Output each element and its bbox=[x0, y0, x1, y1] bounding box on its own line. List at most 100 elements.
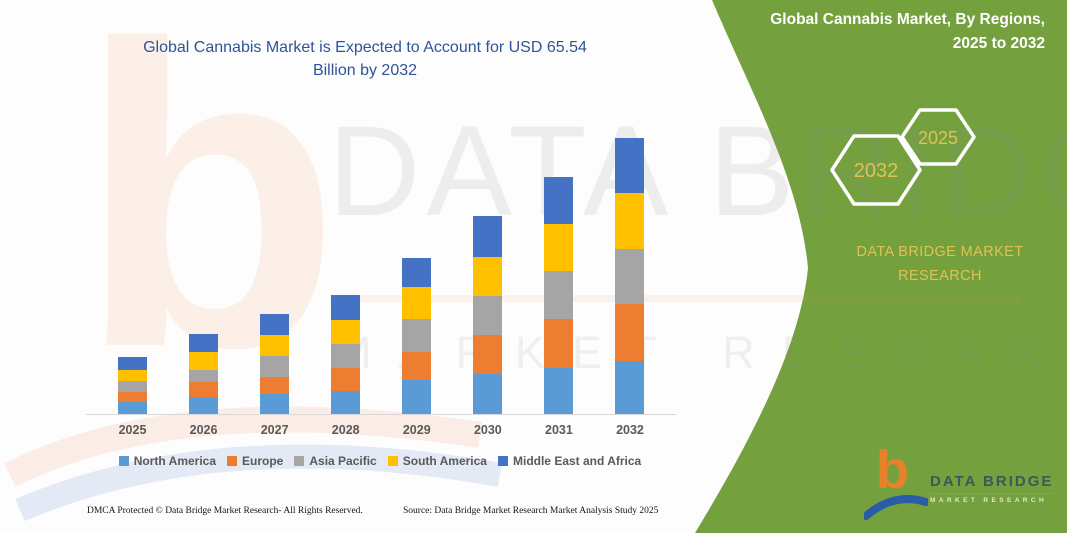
x-axis-label-2029: 2029 bbox=[402, 423, 431, 437]
bar-segment-south-america bbox=[615, 193, 645, 250]
footer-source-text: Source: Data Bridge Market Research Mark… bbox=[403, 506, 659, 516]
bar-segment-middle-east-and-africa bbox=[189, 334, 219, 353]
bar-segment-middle-east-and-africa bbox=[402, 258, 432, 288]
legend-label: South America bbox=[402, 454, 487, 468]
bar-segment-north-america bbox=[402, 379, 432, 415]
chart-legend: North America Europe Asia Pacific South Ame… bbox=[80, 454, 680, 468]
year-hexagons: 2032 2025 bbox=[830, 108, 976, 206]
bar-2031 bbox=[544, 176, 574, 415]
legend-swatch-icon bbox=[118, 456, 129, 466]
legend-label: Europe bbox=[242, 454, 284, 468]
bar-segment-asia-pacific bbox=[331, 344, 361, 368]
logo-letter-b: b bbox=[876, 440, 909, 500]
hexagon-2025-label: 2025 bbox=[918, 128, 958, 148]
bar-2030 bbox=[473, 216, 503, 415]
bar-segment-middle-east-and-africa bbox=[473, 216, 503, 258]
panel-brand-line2: RESEARCH bbox=[898, 267, 982, 284]
bar-segment-middle-east-and-africa bbox=[331, 295, 361, 321]
legend-item-south-america: South America bbox=[387, 454, 487, 468]
bar-2028 bbox=[331, 295, 361, 415]
bar-segment-europe bbox=[331, 367, 361, 391]
legend-label: North America bbox=[133, 454, 217, 468]
legend-label: Middle East and Africa bbox=[512, 454, 642, 468]
bar-segment-europe bbox=[402, 351, 432, 380]
bar-segment-south-america bbox=[118, 369, 147, 381]
bar-segment-middle-east-and-africa bbox=[118, 356, 147, 370]
bar-segment-south-america bbox=[331, 320, 361, 345]
bar-segment-south-america bbox=[189, 352, 219, 371]
panel-title-line1: Global Cannabis Market, By Regions, bbox=[770, 11, 1045, 28]
bar-segment-north-america bbox=[544, 368, 574, 415]
bar-segment-south-america bbox=[402, 287, 432, 320]
logo-swoosh-icon bbox=[864, 495, 928, 520]
panel-brand-text: DATA BRIDGE MARKET RESEARCH bbox=[820, 241, 1060, 289]
databridge-b-icon: b bbox=[864, 443, 928, 520]
hexagon-2025-outline bbox=[900, 108, 976, 166]
bar-2032 bbox=[615, 138, 645, 415]
footer-dmca-text: DMCA Protected © Data Bridge Market Rese… bbox=[87, 506, 363, 516]
bar-segment-asia-pacific bbox=[118, 380, 147, 392]
legend-item-asia-pacific: Asia Pacific bbox=[294, 454, 377, 468]
legend-swatch-icon bbox=[227, 456, 238, 466]
bar-segment-europe bbox=[118, 391, 147, 403]
x-axis-label-2031: 2031 bbox=[545, 423, 573, 437]
logo-title: DATA BRIDGE bbox=[930, 473, 1054, 494]
logo-blue-swoosh bbox=[864, 495, 928, 520]
panel-title: Global Cannabis Market, By Regions, 2025… bbox=[715, 8, 1045, 56]
bar-segment-asia-pacific bbox=[402, 319, 432, 352]
bar-2025 bbox=[118, 356, 147, 415]
x-axis-label-2030: 2030 bbox=[473, 423, 502, 437]
panel-title-line2: 2025 to 2032 bbox=[952, 35, 1045, 53]
chart-title-line2: Billion by 2032 bbox=[312, 62, 418, 80]
bar-segment-middle-east-and-africa bbox=[544, 176, 574, 225]
bar-segment-north-america bbox=[118, 402, 147, 415]
bar-segment-north-america bbox=[331, 390, 361, 415]
bar-segment-south-america bbox=[260, 334, 290, 357]
bar-segment-south-america bbox=[544, 224, 574, 271]
bar-segment-europe bbox=[544, 318, 574, 369]
chart-title-line1: Global Cannabis Market is Expected to Ac… bbox=[143, 39, 587, 56]
x-axis-labels: 2025 2026 2027 2028 2029 2030 2031 2032 bbox=[85, 423, 680, 441]
legend-swatch-icon bbox=[294, 456, 305, 466]
bar-segment-asia-pacific bbox=[615, 249, 645, 305]
legend-swatch-icon bbox=[497, 456, 508, 466]
bar-segment-europe bbox=[473, 335, 503, 374]
company-logo: b DATA BRIDGE MARKET RESEARCH bbox=[864, 443, 1058, 520]
bar-segment-europe bbox=[189, 382, 219, 398]
legend-item-north-america: North America bbox=[118, 454, 217, 468]
bar-segment-middle-east-and-africa bbox=[260, 313, 290, 335]
bar-segment-south-america bbox=[473, 257, 503, 296]
x-axis-line bbox=[86, 414, 676, 415]
chart-title: Global Cannabis Market is Expected to Ac… bbox=[65, 36, 665, 82]
bar-segment-asia-pacific bbox=[260, 356, 290, 377]
legend-swatch-icon bbox=[387, 456, 398, 466]
logo-text-block: DATA BRIDGE MARKET RESEARCH bbox=[930, 473, 1054, 504]
x-axis-label-2026: 2026 bbox=[189, 423, 218, 437]
plot-area bbox=[85, 122, 680, 415]
bar-2027 bbox=[260, 313, 290, 415]
bar-segment-north-america bbox=[473, 373, 503, 415]
bar-2029 bbox=[402, 258, 432, 415]
bar-segment-europe bbox=[260, 376, 290, 394]
x-axis-label-2032: 2032 bbox=[616, 423, 644, 437]
panel-brand-line1: DATA BRIDGE MARKET bbox=[856, 244, 1024, 260]
logo-subtitle: MARKET RESEARCH bbox=[930, 497, 1048, 504]
bar-segment-asia-pacific bbox=[189, 370, 219, 383]
hexagon-2032-outline bbox=[830, 134, 922, 206]
legend-item-europe: Europe bbox=[227, 454, 283, 468]
bar-segment-north-america bbox=[189, 397, 219, 415]
bar-segment-north-america bbox=[260, 393, 290, 415]
bar-segment-europe bbox=[615, 304, 645, 361]
x-axis-label-2027: 2027 bbox=[260, 423, 289, 437]
bar-segment-middle-east-and-africa bbox=[615, 138, 645, 194]
bar-segment-north-america bbox=[615, 360, 645, 415]
hexagon-2032-label: 2032 bbox=[854, 160, 899, 182]
legend-item-middle-east-and-africa: Middle East and Africa bbox=[497, 454, 642, 468]
bar-segment-asia-pacific bbox=[544, 270, 574, 319]
green-panel-shape bbox=[695, 0, 1067, 533]
bar-2026 bbox=[189, 334, 219, 415]
bar-segment-asia-pacific bbox=[473, 295, 503, 336]
x-axis-label-2025: 2025 bbox=[118, 423, 147, 437]
